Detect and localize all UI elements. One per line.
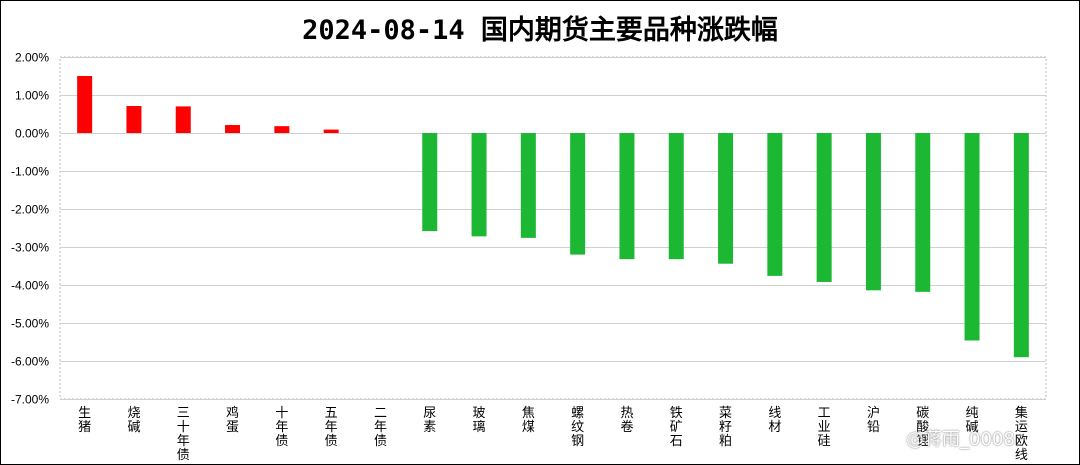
x-tick-label: 二年债: [374, 406, 387, 449]
y-tick-label: 0.00%: [15, 127, 49, 141]
x-tick-label: 螺纹钢: [571, 406, 584, 449]
y-tick-label: -2.00%: [11, 203, 49, 217]
bar: [570, 133, 586, 255]
x-tick-label: 热卷: [620, 406, 633, 435]
bar: [323, 129, 339, 133]
bar: [175, 106, 191, 133]
x-tick-label: 沪铅: [867, 405, 880, 435]
bar: [126, 106, 142, 133]
bar: [816, 133, 832, 282]
bar: [225, 125, 241, 133]
y-tick-label: 1.00%: [15, 89, 49, 103]
x-tick-label: 工业硅: [818, 406, 831, 449]
bar: [422, 133, 438, 232]
bar: [520, 133, 536, 238]
bar: [767, 133, 783, 276]
bar: [668, 133, 684, 260]
bars: [77, 76, 1029, 358]
x-tick-label: 线材: [768, 406, 781, 435]
x-tick-label: 菜籽粕: [719, 406, 732, 449]
bar: [471, 133, 487, 237]
chart-title: 2024-08-14 国内期货主要品种涨跌幅: [302, 15, 778, 46]
y-tick-label: -7.00%: [11, 393, 49, 407]
y-tick-label: 2.00%: [15, 51, 49, 65]
grid-layer: [59, 56, 1047, 400]
x-tick-label: 鸡蛋: [226, 405, 239, 435]
x-tick-label: 生猪: [78, 406, 91, 435]
y-tick-label: -1.00%: [11, 165, 49, 179]
y-tick-label: -4.00%: [11, 279, 49, 293]
x-tick-label: 铁矿石: [670, 406, 683, 449]
x-tick-label: 十年债: [275, 406, 288, 449]
bar: [619, 133, 635, 260]
y-axis-ticks: 2.00% 1.00% 0.00% -1.00% -2.00% -3.00% -4.00% -…: [11, 51, 49, 407]
bar: [77, 76, 93, 133]
y-tick-label: -5.00%: [11, 317, 49, 331]
x-tick-label: 集运欧线: [1015, 405, 1028, 463]
x-tick-label: 碳酸锂: [916, 406, 929, 449]
bar: [964, 133, 980, 341]
bar: [915, 133, 931, 292]
bar: [1013, 133, 1029, 358]
bar: [865, 133, 881, 291]
x-axis-ticks: 生猪 烧碱 三十年债 鸡蛋 十年债 五年债 二年债 尿素 玻璃 焦煤 螺纹钢 热卷 铁矿石 菜籽粕 线材 工业…: [78, 405, 1028, 463]
bar: [274, 126, 290, 133]
x-tick-label: 五年债: [325, 406, 338, 449]
x-tick-label: 纯碱: [966, 406, 979, 435]
plot-area-border: [59, 56, 1047, 400]
y-tick-label: -6.00%: [11, 355, 49, 369]
bar: [718, 133, 734, 264]
y-tick-label: -3.00%: [11, 241, 49, 255]
x-tick-label: 三十年债: [177, 406, 190, 463]
watermark: @蒋雨_0008: [906, 429, 1015, 450]
x-tick-label: 玻璃: [473, 406, 486, 435]
x-tick-label: 尿素: [423, 406, 436, 435]
x-tick-label: 烧碱: [127, 406, 140, 435]
x-tick-label: 焦煤: [522, 406, 535, 435]
